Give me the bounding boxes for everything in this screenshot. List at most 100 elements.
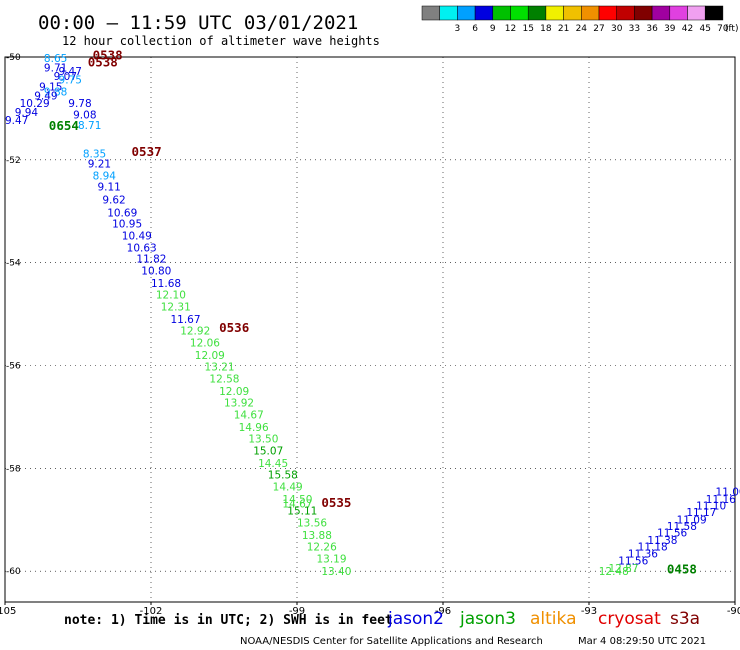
swh-data-point: 9.47 bbox=[5, 115, 28, 127]
swh-data-point: 8.71 bbox=[78, 120, 101, 132]
swh-data-point: 15.07 bbox=[253, 445, 283, 457]
x-tick-label: -96 bbox=[435, 606, 451, 617]
colorbar-tick-label: 33 bbox=[629, 24, 640, 34]
satellite-legend: jason2 jason3 altika cryosat s3a bbox=[387, 609, 700, 629]
swh-data-point: 11.16 bbox=[706, 494, 736, 506]
x-tick-label: -102 bbox=[140, 606, 163, 617]
swh-data-point: 11.56 bbox=[657, 528, 687, 540]
pass-time-label: 0538 bbox=[88, 54, 118, 69]
swh-data-point: 10.63 bbox=[127, 242, 157, 254]
swh-data-point: 9.94 bbox=[15, 107, 39, 119]
plot-frame bbox=[4, 56, 736, 603]
swh-data-point: 12.26 bbox=[307, 542, 337, 554]
swh-data-point: 9.07 bbox=[54, 71, 77, 83]
colorbar-tick-label: 42 bbox=[682, 24, 693, 34]
swh-data-point: 13.40 bbox=[321, 566, 351, 578]
swh-data-point: 13.88 bbox=[302, 530, 332, 542]
y-tick-label: -58 bbox=[6, 464, 21, 474]
swh-data-point: 9.08 bbox=[73, 110, 96, 122]
pass-time-label: 0538 bbox=[93, 48, 123, 63]
swh-data-point: 9.47 bbox=[59, 66, 82, 78]
x-axis-ticks: -105 -102 -99 -96 -93 -90 bbox=[0, 602, 740, 617]
swh-data-point: 10.29 bbox=[20, 98, 50, 110]
colorbar-tick-label: 9 bbox=[490, 24, 496, 34]
colorbar-tick-label: 21 bbox=[558, 24, 569, 34]
swh-data-point: 14.50 bbox=[282, 494, 312, 506]
colorbar-swatch bbox=[687, 5, 706, 21]
swh-data-point: 13.50 bbox=[248, 434, 278, 446]
swh-data-point: 11.58 bbox=[667, 521, 697, 533]
y-axis-ticks: -50 -52 -54 -56 -58 -60 bbox=[6, 53, 21, 577]
y-tick-label: -60 bbox=[6, 567, 21, 577]
swh-data-point: 12.09 bbox=[195, 350, 225, 362]
pass-time-label: 0654 bbox=[49, 118, 79, 133]
colorbar-swatch bbox=[474, 5, 494, 21]
pass-time-label: 0458 bbox=[667, 562, 697, 577]
swh-data-point: 14.49 bbox=[273, 481, 303, 493]
colorbar-tick-label: 70 bbox=[717, 24, 729, 34]
legend-entry-cryosat: cryosat bbox=[598, 609, 661, 629]
swh-data-point: 12.31 bbox=[161, 301, 191, 313]
swh-data-point: 11.17 bbox=[686, 507, 716, 519]
colorbar-swatch bbox=[457, 5, 476, 21]
swh-data-point: 9.88 bbox=[44, 87, 67, 99]
swh-data-point: 11.36 bbox=[628, 548, 658, 560]
colorbar-swatch bbox=[616, 5, 635, 21]
pass-time-label: 0536 bbox=[219, 320, 249, 335]
swh-data-point: 8.94 bbox=[93, 170, 117, 182]
swh-data-point: 10.49 bbox=[122, 231, 152, 243]
colorbar-tick-label: 36 bbox=[646, 24, 658, 34]
colorbar-swatch bbox=[634, 5, 653, 21]
x-tick-label: -93 bbox=[581, 606, 597, 617]
colorbar-swatch bbox=[421, 5, 440, 21]
colorbar-swatch bbox=[598, 5, 617, 21]
swh-data-point: 15.58 bbox=[268, 470, 298, 482]
chart-subtitle: 12 hour collection of altimeter wave hei… bbox=[62, 34, 380, 48]
swh-data-point: 12.58 bbox=[209, 373, 239, 385]
swh-data-point: 13.56 bbox=[297, 517, 327, 529]
y-tick-label: -54 bbox=[6, 259, 21, 269]
colorbar-tick-label: 39 bbox=[664, 24, 676, 34]
swh-data-point: 12.92 bbox=[180, 326, 210, 338]
plot-area: -105-102-99-96-93-90 -50-52-54-56-58-60 … bbox=[0, 48, 740, 617]
swh-data-point: 10.69 bbox=[107, 207, 137, 219]
swh-data-point: 9.78 bbox=[68, 98, 91, 110]
swh-data-point: 9.21 bbox=[88, 159, 111, 171]
colorbar-swatch bbox=[563, 5, 582, 21]
pass-time-label: 0537 bbox=[132, 144, 162, 159]
colorbar-tick-label: 15 bbox=[522, 24, 533, 34]
swh-data-point: 14.67 bbox=[282, 498, 312, 510]
colorbar-swatch bbox=[527, 5, 547, 21]
swh-data-point: 11.00 bbox=[716, 487, 740, 499]
swh-data-point: 9.75 bbox=[59, 75, 82, 87]
colorbar-tick-label: 24 bbox=[576, 24, 588, 34]
colorbar-tick-label: 3 bbox=[455, 24, 461, 34]
swh-data-point: 10.95 bbox=[112, 219, 142, 231]
swh-data-point: 11.18 bbox=[638, 542, 668, 554]
swh-data-point: 9.49 bbox=[34, 91, 57, 103]
colorbar-tick-label: 30 bbox=[611, 24, 623, 34]
y-tick-label: -56 bbox=[6, 361, 21, 371]
x-tick-label: -90 bbox=[727, 606, 740, 617]
swh-data-point: 14.45 bbox=[258, 458, 288, 470]
x-tick-label: -99 bbox=[289, 606, 305, 617]
swh-data-point: 14.96 bbox=[239, 422, 269, 434]
swh-data-point: 13.92 bbox=[224, 398, 254, 410]
swh-data-point: 12.87 bbox=[608, 563, 638, 575]
legend-entry-altika: altika bbox=[530, 609, 577, 629]
colorbar-swatch bbox=[581, 5, 600, 21]
swh-data-point: 13.21 bbox=[205, 362, 235, 374]
swh-data-point: 12.06 bbox=[190, 337, 220, 349]
swh-data-point: 9.62 bbox=[102, 195, 125, 207]
y-tick-label: -52 bbox=[6, 156, 21, 166]
y-tick-label: -50 bbox=[6, 53, 21, 63]
x-tick-label: -105 bbox=[0, 606, 16, 617]
pass-time-label: 0535 bbox=[321, 495, 351, 510]
swh-data-point: 11.10 bbox=[696, 500, 726, 512]
grid bbox=[5, 57, 735, 602]
swh-data-point: 9.71 bbox=[44, 62, 67, 74]
swh-data-point: 9.11 bbox=[97, 182, 120, 194]
chart-title: 00:00 – 11:59 UTC 03/01/2021 bbox=[38, 12, 358, 34]
